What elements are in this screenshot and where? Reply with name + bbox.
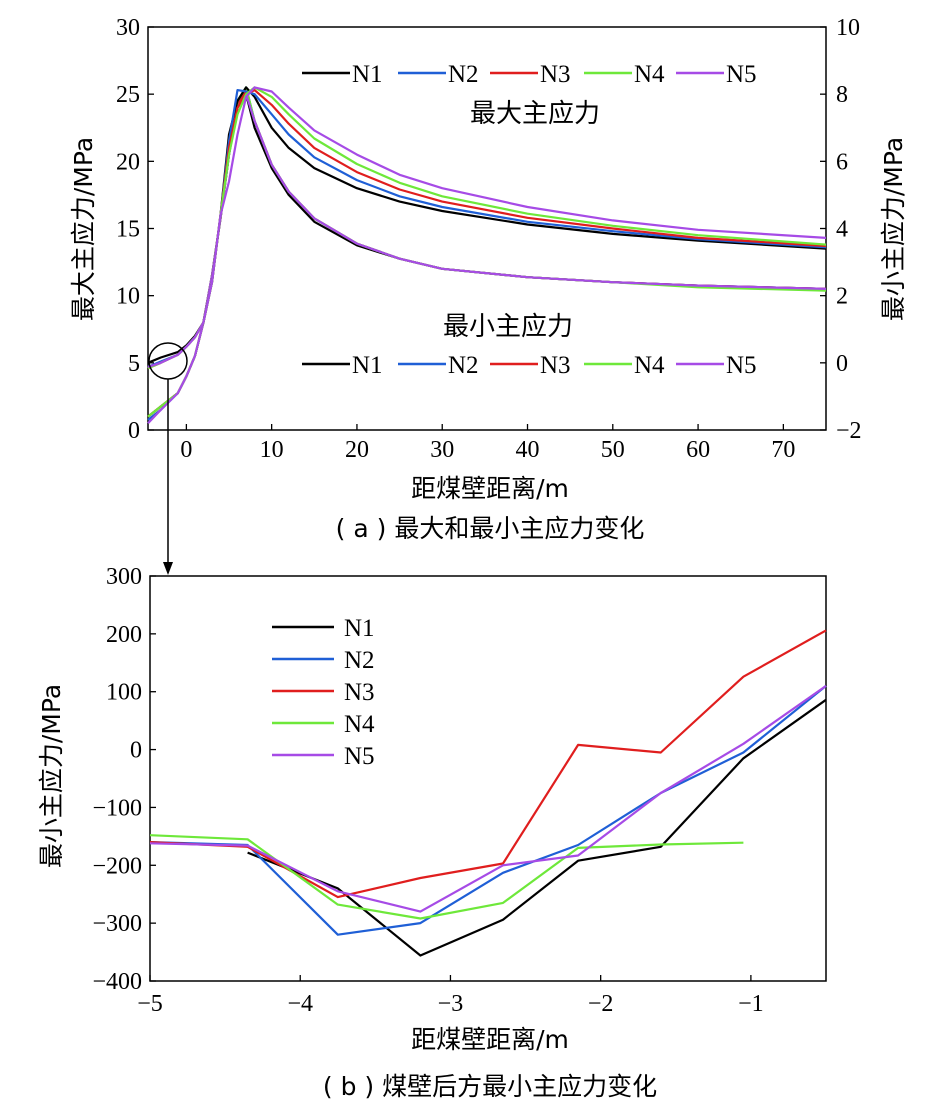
chart-b-legend-label-n1: N1 [344,615,375,642]
chart-a-ytick-right-label: 6 [836,149,848,175]
chart-b-legend-label-n2: N2 [344,647,375,674]
chart-a-ytick-label: 30 [116,15,140,41]
behind-wall-line-n1 [247,698,827,957]
behind-wall-line-n4 [149,834,744,920]
chart-a-ytick-label: 15 [116,217,140,243]
chart-b-legend-label-n3: N3 [344,679,375,706]
zoom-arrow [163,379,173,575]
chart-b-xtick-label: −5 [137,991,163,1017]
chart-a-ytick-right-label: 10 [836,15,860,41]
legend-max-label-n1: N1 [352,61,383,88]
chart-a-ytick-right-label: −2 [836,418,862,444]
chart-b-series [149,629,827,957]
chart-b-xtick-label: −4 [287,991,313,1017]
behind-wall-line-n3 [149,629,827,899]
chart-a-ytick-right-label: 4 [836,217,848,243]
chart-b-ytick-label: −200 [92,853,142,879]
chart-b-ylabel: 最小主应力/MPa [37,684,66,868]
legend-min: N1 N2 N3 N4 N5 [302,352,757,379]
legend-max: N1 N2 N3 N4 N5 [302,61,757,88]
chart-a-ytick-right-label: 8 [836,82,848,108]
chart-a-xtick-label: 70 [771,437,795,463]
legend-min-title: 最小主应力 [443,312,573,342]
chart-a-xtick-label: 40 [516,437,540,463]
legend-min-label-n3: N3 [540,352,571,379]
behind-wall-line-n2 [149,685,827,936]
legend-max-label-n4: N4 [634,61,665,88]
chart-a: 0 10 20 30 40 50 60 70 0 5 10 15 20 25 30 −2 0 2 4 6 8 10 最大主… [69,15,908,543]
chart-b-legend-label-n5: N5 [344,743,375,770]
chart-b-legend-label-n4: N4 [344,711,375,738]
chart-b-ytick-label: −400 [92,969,142,995]
chart-b-ytick-label: −100 [92,795,142,821]
chart-b-caption: ( b ) 煤壁后方最小主应力变化 [323,1072,657,1101]
chart-b-ytick-label: 100 [106,680,142,706]
chart-b-frame [149,575,827,982]
chart-b-xtick-label: −1 [738,991,764,1017]
chart-a-ytick-label: 5 [128,351,140,377]
chart-a-ytick-label: 25 [116,82,140,108]
legend-max-title: 最大主应力 [470,99,600,129]
chart-a-xtick-label: 60 [686,437,710,463]
min-stress-line-n3 [147,89,827,418]
legend-min-label-n1: N1 [352,352,383,379]
legend-max-label-n5: N5 [726,61,757,88]
chart-a-xtick-label: 0 [180,437,192,463]
legend-min-label-n5: N5 [726,352,757,379]
chart-a-ytick-label: 0 [128,418,140,444]
legend-min-label-n2: N2 [448,352,479,379]
min-stress-line-n1 [147,93,827,418]
min-stress-line-n2 [147,86,827,421]
chart-b-ytick-label: 0 [130,738,142,764]
chart-a-ylabel: 最大主应力/MPa [69,137,98,321]
chart-a-series [147,86,827,425]
min-stress-line-n4 [147,86,827,418]
chart-a-xtick-label: 20 [345,437,369,463]
min-stress-line-n5 [147,93,827,425]
chart-a-ytick-right-label: 0 [836,351,848,377]
chart-b-xlabel: 距煤壁距离/m [411,1025,569,1054]
chart-a-frame [147,26,827,431]
chart-a-ylabel-right: 最小主应力/MPa [879,137,908,321]
chart-a-xtick-label: 30 [430,437,454,463]
max-stress-line-n5 [147,86,827,368]
chart-b-xtick-label: −3 [438,991,464,1017]
chart-b-ytick-label: 200 [106,622,142,648]
chart-a-xlabel: 距煤壁距离/m [411,474,569,503]
chart-a-caption: ( a ) 最大和最小主应力变化 [336,514,645,543]
chart-b-legend: N1 N2 N3 N4 N5 [272,615,375,770]
chart-a-xtick-label: 10 [260,437,284,463]
chart-b-ticks: −5 −4 −3 −2 −1 −400 −300 −200 −100 0 100 200 300 [92,564,763,1017]
chart-a-ytick-label: 10 [116,284,140,310]
legend-max-label-n2: N2 [448,61,479,88]
legend-min-label-n4: N4 [634,352,665,379]
chart-a-ytick-right-label: 2 [836,284,848,310]
chart-a-xtick-label: 50 [601,437,625,463]
chart-a-ytick-label: 20 [116,149,140,175]
chart-b-xtick-label: −2 [588,991,614,1017]
legend-max-label-n3: N3 [540,61,571,88]
chart-a-ticks: 0 10 20 30 40 50 60 70 0 5 10 15 20 25 30 −2 0 2 4 6 8 10 [116,15,862,463]
behind-wall-line-n5 [149,684,827,913]
chart-b-ytick-label: −300 [92,911,142,937]
chart-b-ytick-label: 300 [106,564,142,590]
